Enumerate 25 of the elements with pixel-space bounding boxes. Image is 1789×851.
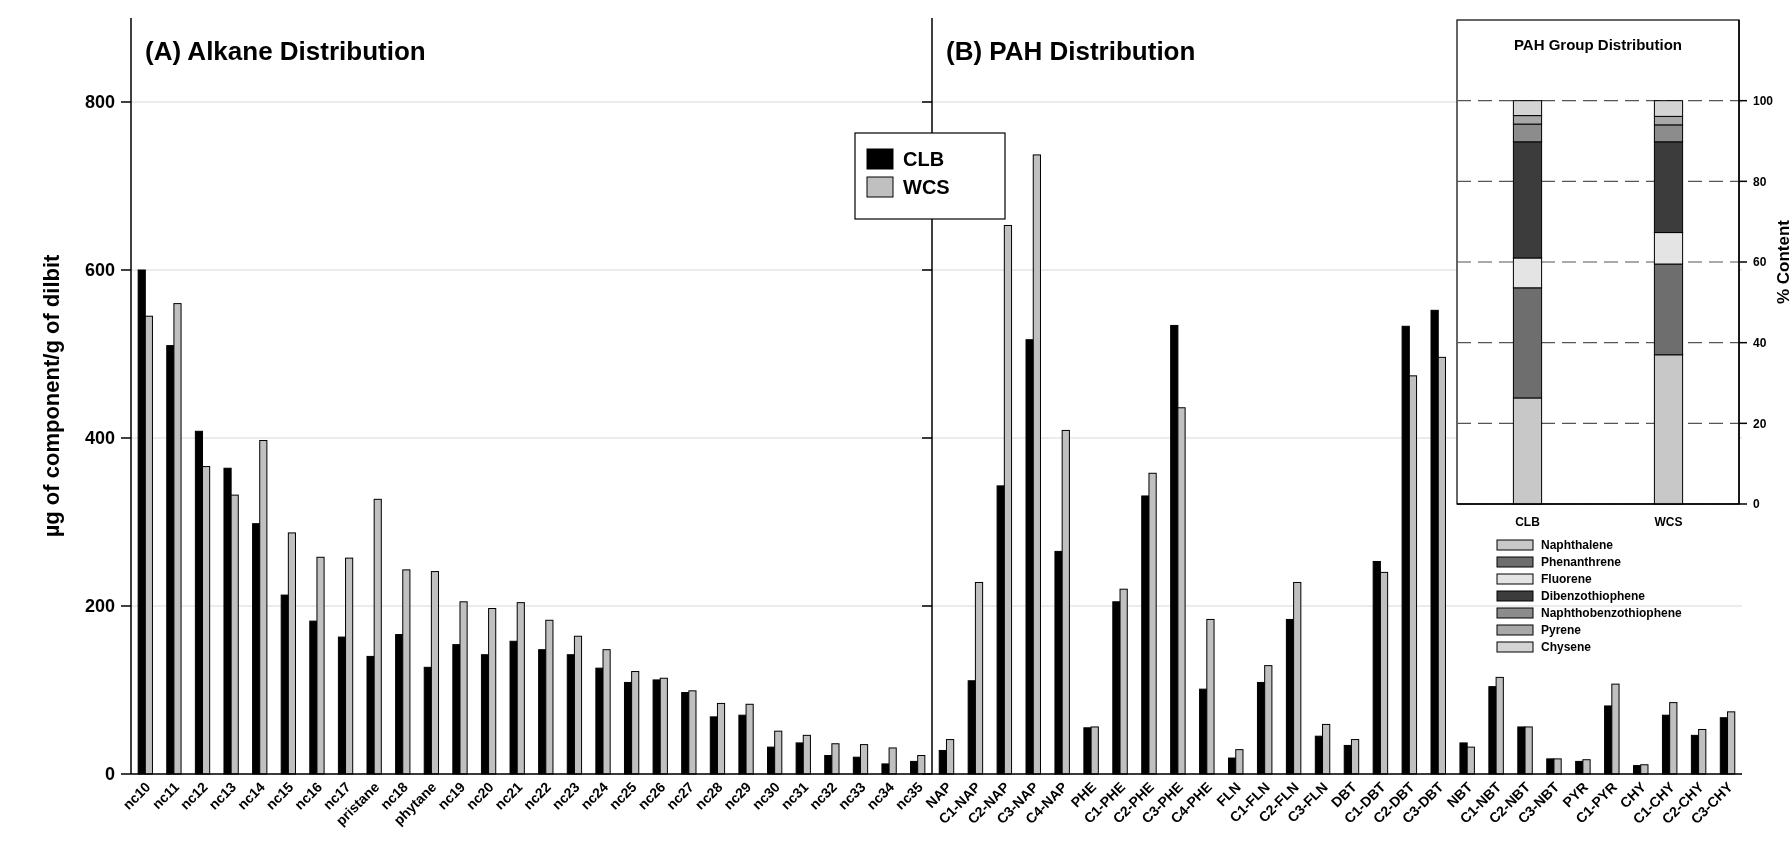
text: (A) Alkane Distribution (145, 36, 426, 66)
y-tick-label: 80 (1753, 174, 1767, 189)
legend-label: Dibenzothiophene (1541, 589, 1646, 604)
y-tick-label: 20 (1753, 416, 1767, 431)
legend-label: WCS (903, 176, 950, 198)
y-tick-label: 200 (84, 596, 115, 617)
legend-label: Chysene (1541, 640, 1592, 655)
y-tick-label: 800 (84, 92, 115, 113)
legend-label: Fluorene (1541, 572, 1592, 587)
text: PAH Group Distribution (1513, 36, 1683, 53)
y-tick-label: 40 (1753, 335, 1767, 350)
legend-label: CLB (903, 148, 945, 170)
y-tick-label: 60 (1753, 255, 1767, 270)
y-tick-label: 0 (1753, 497, 1760, 512)
y-axis-title: µg of component/g of dilbit (39, 253, 64, 538)
legend-label: Naphthalene (1541, 538, 1614, 553)
y-tick-label: 0 (104, 764, 115, 785)
y-tick-label: 400 (84, 428, 115, 449)
legend-label: Pyrene (1541, 623, 1582, 638)
y-axis-title: % Content (1774, 219, 1789, 305)
legend-label: Phenanthrene (1541, 555, 1622, 570)
legend-label: Naphthobenzothiophene (1541, 606, 1682, 621)
text: (B) PAH Distribution (946, 36, 1196, 66)
y-tick-label: 600 (84, 260, 115, 281)
y-tick-label: 100 (1753, 93, 1774, 108)
